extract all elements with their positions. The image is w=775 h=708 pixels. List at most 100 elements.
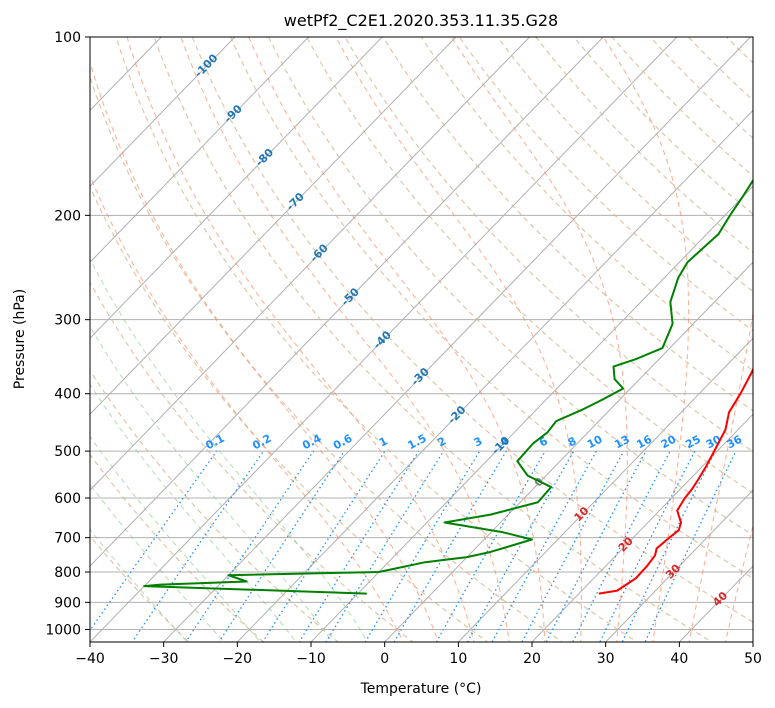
plot-frame — [89, 36, 754, 643]
mixing-ratio-label: 16 — [634, 433, 654, 452]
mixing-ratio-line — [298, 450, 420, 642]
isotherm-gridline — [531, 413, 753, 642]
isotherm-gridline — [90, 37, 310, 263]
isotherm-gridline — [90, 37, 604, 567]
y-tick-label: 800 — [54, 565, 81, 581]
dry-adiabat — [90, 281, 414, 642]
mixing-ratio-line — [90, 450, 218, 632]
isotherm-gridline — [90, 37, 383, 339]
mixing-ratio-label: 6 — [537, 434, 550, 449]
isotherm-gridline — [604, 489, 753, 642]
x-tick-label: −30 — [149, 651, 179, 667]
dry-adiabat — [458, 37, 753, 332]
y-tick-label: 900 — [54, 595, 81, 611]
dry-adiabat — [306, 37, 753, 494]
chart-title: wetPf2_C2E1.2020.353.11.35.G28 — [284, 11, 558, 31]
dry-adiabat — [611, 37, 753, 177]
mixing-ratio-label: 8 — [566, 434, 579, 449]
mixing-ratio-line — [364, 450, 481, 642]
moist-adiabat — [335, 37, 582, 642]
mixing-ratio-label: 36 — [725, 433, 745, 452]
dry-adiabat — [90, 75, 564, 642]
dry-adiabat — [573, 37, 753, 215]
moist-adiabat — [90, 325, 333, 642]
mixing-ratio-line — [572, 450, 671, 642]
y-tick-label: 200 — [54, 208, 81, 224]
dry-adiabat — [90, 185, 489, 642]
x-tick-label: 10 — [449, 651, 467, 667]
moist-adiabat — [90, 483, 225, 642]
isotherm-gridline — [236, 109, 753, 642]
moist-adiabat — [90, 528, 188, 642]
y-tick-label: 500 — [54, 444, 81, 460]
dry-adiabat — [420, 37, 753, 372]
x-tick-label: −40 — [75, 651, 105, 667]
moist-adiabat — [180, 37, 510, 642]
moist-adiabat — [724, 523, 753, 642]
mixing-ratio-line — [599, 450, 696, 642]
isotherm-gridline — [90, 37, 457, 415]
dry-adiabat — [737, 10, 775, 654]
isotherm-gridline — [752, 641, 753, 642]
moist-adiabat — [90, 257, 369, 642]
moist-adiabat — [688, 310, 753, 642]
mixing-ratio-label: 0.1 — [203, 432, 226, 453]
x-tick-label: −20 — [223, 651, 253, 667]
y-tick-label: 400 — [54, 387, 81, 403]
x-tick-label: 30 — [597, 651, 615, 667]
temperature-profile-line — [598, 367, 753, 595]
isotherm-gridline — [90, 37, 678, 642]
x-tick-label: 40 — [670, 651, 688, 667]
moist-adiabat — [90, 383, 297, 642]
dry-adiabat — [115, 37, 639, 642]
isotherm-gridline — [310, 185, 753, 642]
dry-adiabat — [382, 37, 753, 412]
mixing-ratio-line — [184, 450, 315, 642]
mixing-ratio-line — [131, 450, 265, 642]
mixing-ratio-label: 13 — [612, 433, 632, 452]
x-tick-label: −10 — [296, 651, 326, 667]
moist-adiabat — [90, 60, 440, 642]
dry-adiabat — [725, 37, 753, 64]
moist-adiabat — [247, 37, 546, 642]
y-tick-label: 1000 — [45, 622, 81, 638]
isotherm-gridline — [90, 37, 531, 491]
mixing-ratio-line — [621, 450, 716, 642]
mixing-ratio-label: 20 — [659, 433, 679, 452]
x-axis-label: Temperature (°C) — [360, 681, 482, 697]
x-tick-label: 20 — [523, 651, 541, 667]
isotherm-gridline — [90, 37, 236, 188]
mixing-ratio-label: 10 — [585, 433, 605, 452]
y-tick-label: 700 — [54, 531, 81, 547]
mixing-ratio-label: 3 — [472, 434, 485, 449]
mixing-ratio-label: 30 — [704, 433, 724, 452]
dry-adiabat — [90, 535, 190, 642]
mixing-ratio-label: 1 — [377, 434, 390, 449]
mixing-ratio-label: 25 — [683, 433, 703, 452]
mixing-ratio-line — [325, 450, 445, 642]
dry-adiabat — [496, 37, 753, 293]
isotherm-gridline — [678, 565, 753, 642]
dry-adiabat — [90, 453, 265, 642]
mixing-ratio-line — [644, 450, 737, 642]
dry-adiabat — [649, 37, 753, 139]
isotherm-gridline — [457, 337, 753, 642]
dry-adiabat — [229, 37, 753, 580]
dry-adiabat — [191, 37, 753, 623]
isotherm-gridline — [383, 261, 753, 642]
y-tick-label: 300 — [54, 313, 81, 329]
x-tick-label: 0 — [380, 651, 389, 667]
mixing-ratio-label: 1.5 — [405, 432, 428, 453]
moist-adiabat — [126, 37, 475, 642]
x-tick-label: 50 — [744, 651, 762, 667]
mixing-ratio-line — [435, 450, 546, 642]
mixing-ratio-label: 0.4 — [300, 432, 324, 453]
mixing-ratio-line — [545, 450, 647, 642]
mixing-ratio-line — [393, 450, 507, 642]
dry-adiabat — [153, 37, 713, 642]
mixing-ratio-line — [466, 450, 575, 642]
y-axis-label: Pressure (hPa) — [12, 289, 28, 389]
dewpoint-profile-line — [143, 178, 753, 595]
axes-layer: −40 −30 −20 −10 0 10 20 30 40 5010020030040050060… — [45, 30, 762, 667]
